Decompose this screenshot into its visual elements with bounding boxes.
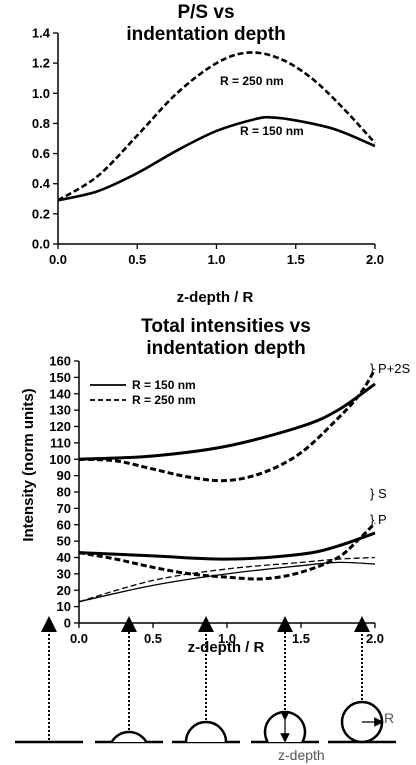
sphere-cap [110,730,148,743]
x-tick-label: 2.0 [366,252,384,267]
chart-series [78,368,377,603]
x-tick-label: 0.5 [128,252,146,267]
chart-title-line1: P/S vs [177,2,234,23]
annotation-r150: R = 150 nm [240,124,304,138]
y-tick-label: 110 [50,435,71,450]
y-axis-label: Intensity (norm units) [20,388,37,541]
series-line-1 [57,51,376,202]
legend-label-r250: R = 250 nm [132,393,196,407]
chart-ps-ratio: P/S vs indentation depth 0.0 0.2 0.4 0.6 0.8… [32,2,384,306]
y-tick-label: 140 [49,386,71,401]
annotation-r250: R = 250 nm [220,74,284,88]
y-tick-label: 10 [57,599,71,614]
y-tick-label: 1.4 [32,26,51,41]
y-tick-label: 120 [49,419,71,434]
indentation-stage [328,616,396,744]
chart-title-line2: indentation depth [126,24,285,45]
side-label-s: } S [370,486,387,501]
y-tick-label: 160 [49,354,71,369]
x-tick-label: 1.0 [218,631,236,646]
y-tick-label: 40 [57,550,71,565]
series-line-5 [78,556,376,603]
y-tick-label: 0.4 [32,176,51,191]
sphere-cap [184,720,228,743]
y-tick-label: 1.2 [32,56,50,71]
y-tick-label: 0.6 [32,146,50,161]
series-line-1 [78,368,377,483]
radius-label: R [384,710,394,726]
y-tick-label: 0.2 [32,206,50,221]
chart-total-intensities: Total intensities vs indentation depth 0… [20,316,410,656]
series-line-4 [78,561,376,603]
y-tick-label: 90 [57,468,71,483]
chart-title-line1: Total intensities vs [141,316,311,337]
y-tick-label: 60 [57,517,71,532]
indentation-stage [251,616,319,744]
x-tick-label: 0.5 [144,631,162,646]
x-tick-label: 1.0 [207,252,225,267]
side-label-p: } P [370,512,387,527]
y-tick-label: 0 [64,616,71,631]
x-tick-label: 2.0 [366,631,384,646]
y-tick-label: 0.8 [32,116,50,131]
x-axis-label: z-depth / R [177,289,254,306]
chart-title-line2: indentation depth [146,338,305,359]
y-tick-label: 1.0 [32,86,50,101]
indentation-schematic [15,616,396,744]
legend-label-r150: R = 150 nm [132,378,196,392]
x-tick-label: 0.0 [49,252,67,267]
y-tick-label: 150 [49,370,71,385]
depth-label: z-depth [278,747,325,763]
x-tick-label: 1.5 [287,252,305,267]
y-tick-label: 20 [57,583,71,598]
series-line-0 [57,115,376,202]
indentation-stage [172,616,240,744]
y-tick-label: 70 [57,501,71,516]
side-label-p2s: } P+2S [370,361,410,376]
y-tick-label: 30 [57,566,71,581]
series-line-2 [78,531,376,561]
y-tick-label: 50 [57,534,71,549]
indentation-stage [95,616,163,744]
x-tick-label: 1.5 [292,631,310,646]
x-axis-label: z-depth / R [188,639,265,656]
x-tick-label: 0.0 [70,631,88,646]
chart-axes: 0.0 0.2 0.4 0.6 0.8 1.0 1.2 1.4 0.0 0.5 1.0 1.5 2.0 [32,26,384,268]
indentation-stage [15,616,83,744]
series-line-0 [78,382,376,461]
y-tick-label: 130 [49,403,71,418]
y-tick-label: 0.0 [32,237,50,252]
chart-series [57,51,376,202]
y-tick-label: 100 [49,452,71,467]
series-line-3 [78,522,377,581]
legend: R = 150 nm R = 250 nm [90,378,196,407]
y-tick-label: 80 [57,485,71,500]
